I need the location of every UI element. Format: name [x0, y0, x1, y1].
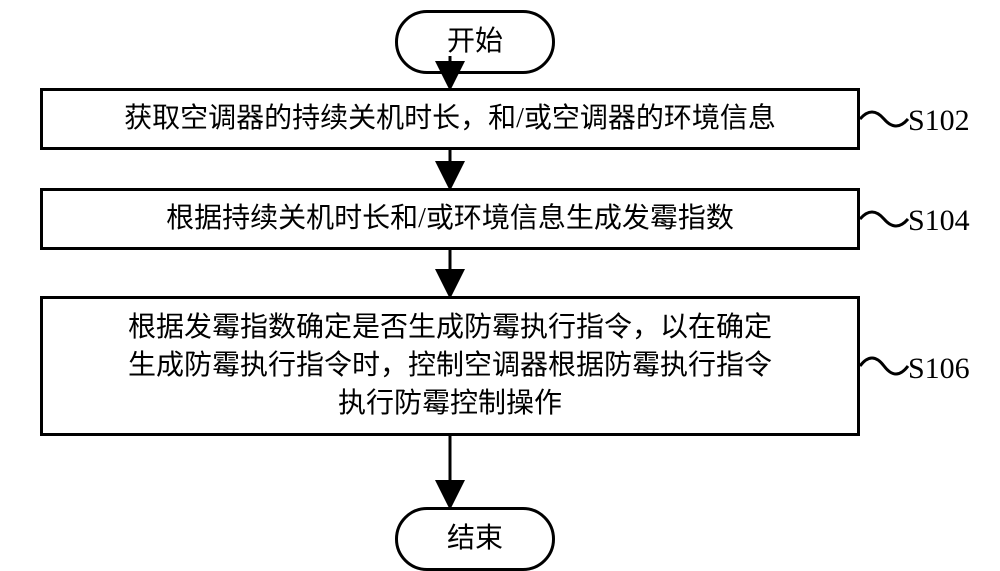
start-terminal: 开始	[395, 10, 555, 74]
step-label-s106: S106	[908, 352, 970, 386]
connectors-layer	[0, 0, 1000, 563]
end-terminal: 结束	[395, 507, 555, 571]
process-step-s104: 根据持续关机时长和/或环境信息生成发霉指数	[40, 188, 860, 250]
start-label: 开始	[447, 28, 503, 56]
step-label-s104: S104	[908, 204, 970, 238]
process-step-s102: 获取空调器的持续关机时长，和/或空调器的环境信息	[40, 88, 860, 150]
end-label: 结束	[447, 525, 503, 553]
process-step-s106: 根据发霉指数确定是否生成防霉执行指令，以在确定生成防霉执行指令时，控制空调器根据…	[40, 296, 860, 436]
process-text: 根据发霉指数确定是否生成防霉执行指令，以在确定生成防霉执行指令时，控制空调器根据…	[128, 309, 772, 422]
process-text: 获取空调器的持续关机时长，和/或空调器的环境信息	[124, 100, 776, 138]
step-label-s102: S102	[908, 104, 970, 138]
process-text: 根据持续关机时长和/或环境信息生成发霉指数	[166, 200, 734, 238]
